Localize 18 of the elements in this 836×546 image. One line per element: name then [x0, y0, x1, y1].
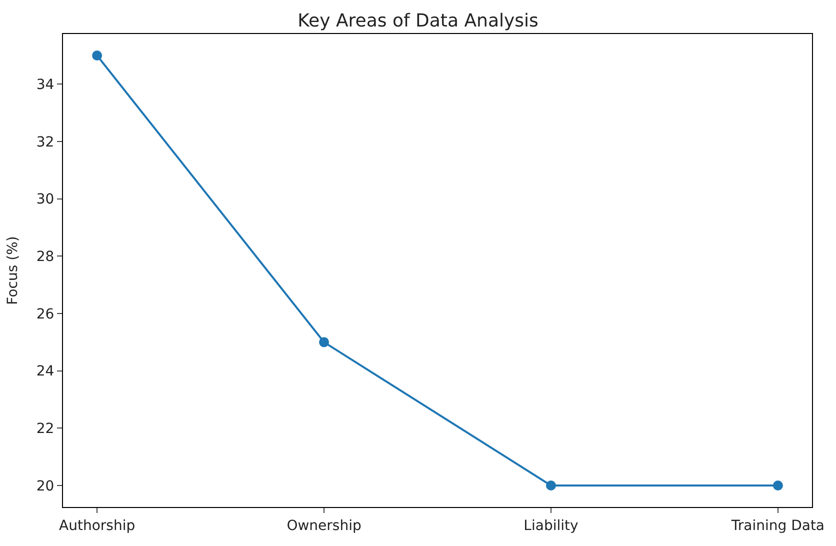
y-tick-label: 22	[36, 421, 54, 438]
x-tick-label: Authorship	[59, 518, 136, 534]
chart-title: Key Areas of Data Analysis	[298, 10, 538, 32]
y-tick-label: 20	[36, 478, 54, 494]
y-axis-title: Focus (%)	[4, 236, 21, 305]
y-tick-label: 34	[36, 77, 54, 94]
point	[319, 337, 330, 348]
x-tick-label: Ownership	[286, 518, 362, 534]
y-tick-label: 32	[36, 134, 54, 150]
x-tick-label: Training Data	[730, 518, 825, 534]
x-tick-label: Liability	[524, 518, 578, 534]
y-tick-label: 30	[36, 192, 54, 208]
y-tick-label: 24	[36, 364, 54, 380]
y-tick-label: 28	[36, 249, 54, 266]
point	[772, 480, 783, 490]
point	[92, 50, 102, 60]
point	[546, 480, 556, 490]
y-tick-label: 26	[36, 306, 54, 322]
